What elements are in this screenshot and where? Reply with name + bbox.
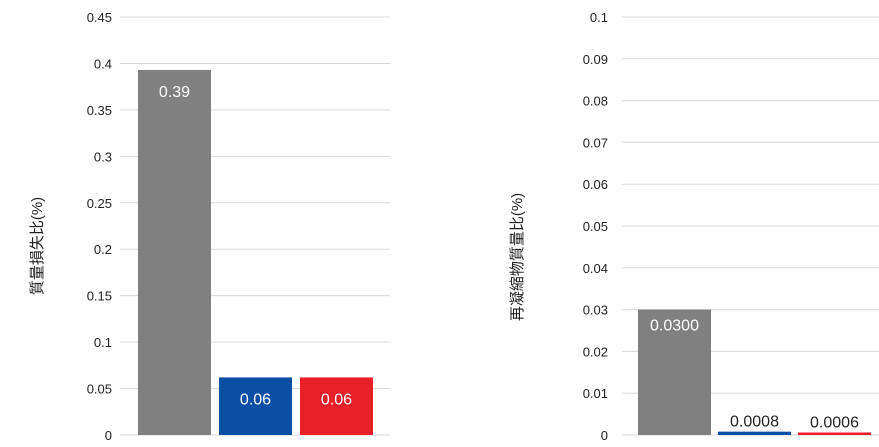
data-label: 0.06	[321, 391, 352, 408]
bar	[219, 377, 292, 435]
y-tick-label: 0.09	[583, 52, 608, 67]
y-tick-label: 0.06	[583, 177, 608, 192]
y-tick-label: 0.2	[94, 242, 112, 257]
data-label: 0.0300	[650, 318, 699, 335]
y-tick-label: 0	[105, 428, 112, 442]
data-label: 0.39	[159, 84, 190, 101]
bar	[638, 309, 711, 435]
y-tick-label: 0.35	[87, 103, 112, 118]
bar	[138, 69, 211, 436]
bar	[718, 431, 791, 435]
data-label: 0.0006	[810, 414, 859, 431]
data-label: 0.0008	[730, 414, 779, 431]
y-tick-label: 0.05	[583, 219, 608, 234]
y-axis-label: 再凝縮物質量比(%)	[508, 193, 526, 321]
y-tick-label: 0.08	[583, 94, 608, 109]
y-tick-label: 0.05	[87, 382, 112, 397]
bar	[300, 377, 373, 435]
data-label: 0.06	[240, 391, 271, 408]
y-tick-label: 0.07	[583, 135, 608, 150]
y-tick-label: 0.1	[590, 10, 608, 25]
y-tick-label: 0.45	[87, 10, 112, 25]
y-tick-label: 0.03	[583, 303, 608, 318]
y-tick-label: 0.04	[583, 261, 608, 276]
y-tick-label: 0.1	[94, 335, 112, 350]
y-tick-label: 0.3	[94, 149, 112, 164]
y-tick-label: 0	[601, 428, 608, 442]
y-tick-label: 0.02	[583, 344, 608, 359]
y-tick-label: 0.25	[87, 196, 112, 211]
y-tick-label: 0.15	[87, 289, 112, 304]
y-tick-label: 0.01	[583, 386, 608, 401]
y-axis-label: 質量損失比(%)	[28, 197, 46, 295]
y-tick-label: 0.4	[94, 56, 112, 71]
bar	[798, 432, 871, 435]
